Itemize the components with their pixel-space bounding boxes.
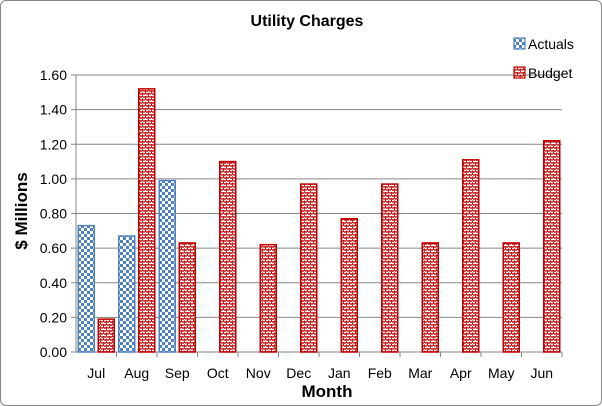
x-tick-label: Feb: [368, 365, 392, 381]
x-tick-labels: Jul Aug Sep Oct Nov Dec Jan Feb Mar Apr May Jun: [87, 365, 553, 381]
bar-budget-mar: [421, 242, 439, 353]
x-tick-label: Sep: [165, 365, 190, 381]
bar-budget-apr: [462, 159, 480, 353]
bar-budget-may: [502, 242, 520, 353]
bars-group: [77, 88, 561, 353]
y-tick-labels: 0.00 0.20 0.40 0.60 0.80 1.00 1.20 1.40 1.60: [40, 67, 67, 360]
y-tick-label: 1.00: [40, 171, 67, 187]
bar-budget-nov: [259, 243, 277, 353]
y-tick-label: 0.20: [40, 309, 67, 325]
bar-budget-jul: [97, 318, 115, 353]
legend-label-budget: Budget: [528, 65, 572, 81]
bar-actuals-jul: [77, 224, 95, 353]
chart-title: Utility Charges: [251, 13, 364, 30]
x-tick-label: Oct: [207, 365, 229, 381]
x-tick-label: Mar: [408, 365, 432, 381]
x-tick-label: Jan: [328, 365, 351, 381]
bar-actuals-sep: [158, 179, 176, 353]
x-tick-label: Apr: [450, 365, 472, 381]
y-tick-label: 0.60: [40, 240, 67, 256]
bar-budget-jan: [340, 217, 358, 353]
y-tick-label: 0.80: [40, 206, 67, 222]
x-tick-label: Dec: [286, 365, 311, 381]
bar-budget-aug: [138, 88, 156, 353]
plot-area: [75, 75, 562, 353]
x-tick-label: Aug: [124, 365, 149, 381]
y-axis-title: $ Millions: [12, 172, 31, 249]
y-tick-label: 1.40: [40, 102, 67, 118]
y-tick-label: 0.40: [40, 275, 67, 291]
x-tick-label: Jun: [530, 365, 553, 381]
bar-budget-oct: [219, 160, 237, 353]
bar-budget-feb: [381, 183, 399, 353]
x-tick-label: Nov: [246, 365, 271, 381]
x-axis-title: Month: [302, 382, 353, 401]
legend: Actuals Budget: [513, 36, 574, 81]
bar-budget-dec: [300, 183, 318, 353]
y-tick-label: 1.60: [40, 67, 67, 83]
bar-actuals-aug: [118, 235, 136, 353]
legend-label-actuals: Actuals: [528, 36, 574, 52]
legend-swatch-budget: [513, 66, 526, 79]
y-tick-label: 1.20: [40, 136, 67, 152]
x-tick-label: May: [488, 365, 514, 381]
bar-budget-sep: [178, 242, 196, 353]
legend-swatch-actuals: [513, 37, 526, 50]
x-tick-label: Jul: [87, 365, 105, 381]
y-tick-label: 0.00: [40, 344, 67, 360]
bar-budget-jun: [543, 140, 561, 353]
